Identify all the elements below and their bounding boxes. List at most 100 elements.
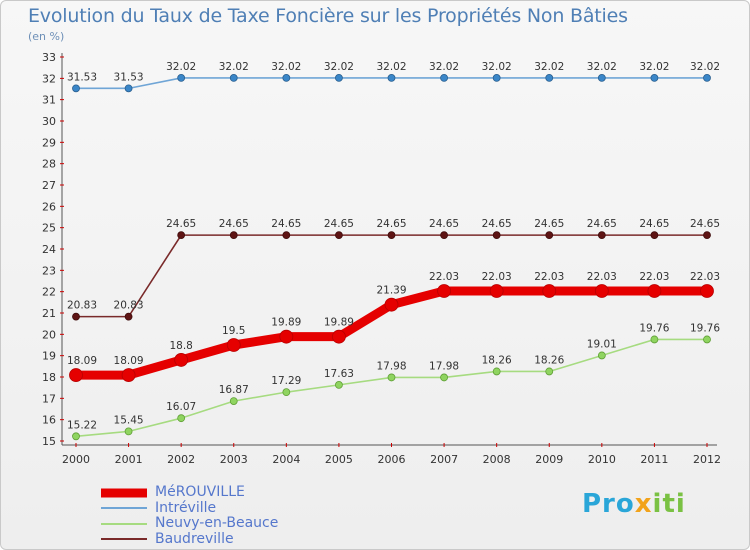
y-tick-label: 20	[42, 328, 56, 341]
data-label-neuvy-en-beauce: 17.98	[429, 360, 459, 372]
y-axis-unit: (en %)	[28, 30, 65, 43]
data-point-neuvy-en-beauce	[282, 388, 291, 397]
data-label-neuvy-en-beauce: 18.26	[482, 354, 512, 366]
data-label-intr-ville: 31.53	[114, 71, 144, 83]
data-point-m-rouville	[332, 329, 346, 344]
x-tick-label: 2004	[272, 453, 300, 466]
data-point-neuvy-en-beauce	[124, 427, 133, 436]
data-point-neuvy-en-beauce	[650, 335, 659, 344]
logo-part-2: x	[634, 489, 653, 519]
legend-label-merouville: MéROUVILLE	[155, 484, 245, 501]
data-label-neuvy-en-beauce: 17.63	[324, 368, 354, 380]
data-point-baudreville	[229, 231, 238, 240]
data-point-baudreville	[387, 231, 396, 240]
data-point-intr-ville	[282, 74, 291, 82]
x-tick-label: 2000	[62, 453, 90, 466]
data-label-neuvy-en-beauce: 16.87	[219, 384, 249, 396]
data-point-intr-ville	[387, 74, 396, 82]
data-point-intr-ville	[124, 84, 133, 93]
data-point-neuvy-en-beauce	[597, 351, 606, 360]
x-tick-label: 2001	[115, 453, 143, 466]
data-point-neuvy-en-beauce	[492, 367, 501, 376]
legend-swatch-intreville	[101, 507, 147, 510]
y-tick-label: 18	[42, 371, 56, 384]
data-label-neuvy-en-beauce: 19.01	[587, 338, 617, 350]
legend-item-neuvy-en-beauce[interactable]: Neuvy-en-Beauce	[101, 516, 278, 532]
y-tick-label: 23	[42, 264, 56, 277]
data-point-baudreville	[282, 231, 291, 240]
data-point-baudreville	[335, 231, 343, 240]
data-point-neuvy-en-beauce	[545, 367, 554, 376]
data-point-intr-ville	[650, 74, 659, 82]
data-point-intr-ville	[177, 74, 186, 82]
data-label-baudreville: 24.65	[376, 218, 406, 230]
data-label-neuvy-en-beauce: 17.29	[271, 375, 301, 387]
data-label-m-rouville: 22.03	[639, 271, 669, 283]
legend-label-intreville: Intréville	[155, 499, 217, 516]
data-point-m-rouville	[542, 284, 557, 298]
chart-title: Evolution du Taux de Taxe Foncière sur l…	[28, 5, 628, 27]
data-label-intr-ville: 32.02	[271, 61, 301, 73]
data-point-neuvy-en-beauce	[335, 380, 343, 389]
data-point-baudreville	[597, 231, 606, 240]
data-label-baudreville: 24.65	[166, 218, 196, 230]
data-label-intr-ville: 32.02	[219, 61, 249, 73]
data-label-intr-ville: 32.02	[324, 61, 354, 73]
data-label-baudreville: 24.65	[324, 218, 354, 230]
y-tick-label: 22	[42, 286, 56, 299]
data-label-baudreville: 24.65	[534, 218, 564, 230]
data-label-m-rouville: 18.09	[114, 355, 144, 367]
y-tick-label: 29	[42, 136, 56, 149]
y-tick-label: 31	[42, 94, 56, 107]
data-point-m-rouville	[489, 284, 504, 298]
data-point-intr-ville	[229, 74, 238, 82]
data-point-baudreville	[703, 231, 711, 240]
data-point-intr-ville	[703, 74, 711, 82]
legend-label-baudreville: Baudreville	[155, 530, 234, 547]
data-label-baudreville: 24.65	[219, 218, 249, 230]
data-label-intr-ville: 32.02	[587, 61, 617, 73]
data-point-m-rouville	[647, 284, 662, 298]
data-label-m-rouville: 19.89	[324, 317, 354, 329]
data-point-neuvy-en-beauce	[229, 397, 238, 406]
data-point-m-rouville	[279, 329, 294, 344]
legend: MéROUVILLE Intréville Neuvy-en-Beauce Ba…	[101, 485, 278, 547]
x-tick-label: 2008	[483, 453, 511, 466]
data-point-neuvy-en-beauce	[177, 414, 186, 423]
data-label-neuvy-en-beauce: 15.45	[114, 414, 144, 426]
data-label-m-rouville: 22.03	[534, 271, 564, 283]
data-point-intr-ville	[597, 74, 606, 82]
data-label-intr-ville: 32.02	[376, 61, 406, 73]
proxiti-logo: Proxiti	[582, 489, 686, 519]
legend-swatch-baudreville	[101, 538, 147, 541]
data-point-intr-ville	[492, 74, 501, 82]
data-label-m-rouville: 18.09	[67, 355, 97, 367]
data-label-intr-ville: 32.02	[429, 61, 459, 73]
legend-item-merouville[interactable]: MéROUVILLE	[101, 485, 278, 501]
data-point-baudreville	[177, 231, 186, 240]
data-point-m-rouville	[69, 368, 83, 382]
y-tick-label: 16	[42, 414, 56, 427]
data-point-intr-ville	[440, 74, 448, 82]
y-tick-label: 19	[42, 350, 56, 363]
x-tick-label: 2003	[220, 453, 248, 466]
data-label-intr-ville: 32.02	[482, 61, 512, 73]
x-tick-label: 2010	[588, 453, 616, 466]
data-point-baudreville	[72, 312, 80, 321]
data-label-intr-ville: 32.02	[690, 61, 720, 73]
data-point-baudreville	[650, 231, 659, 240]
data-label-neuvy-en-beauce: 19.76	[639, 322, 669, 334]
data-point-baudreville	[440, 231, 448, 240]
legend-item-intreville[interactable]: Intréville	[101, 499, 278, 517]
x-tick-label: 2005	[325, 453, 353, 466]
logo-part-1: Pro	[582, 489, 635, 519]
data-label-m-rouville: 22.03	[587, 271, 617, 283]
x-tick-label: 2002	[167, 453, 195, 466]
data-point-m-rouville	[700, 284, 714, 298]
data-point-m-rouville	[226, 338, 241, 352]
data-label-m-rouville: 22.03	[482, 271, 512, 283]
data-point-m-rouville	[174, 353, 189, 367]
legend-item-baudreville[interactable]: Baudreville	[101, 530, 278, 548]
data-label-neuvy-en-beauce: 17.98	[376, 360, 406, 372]
